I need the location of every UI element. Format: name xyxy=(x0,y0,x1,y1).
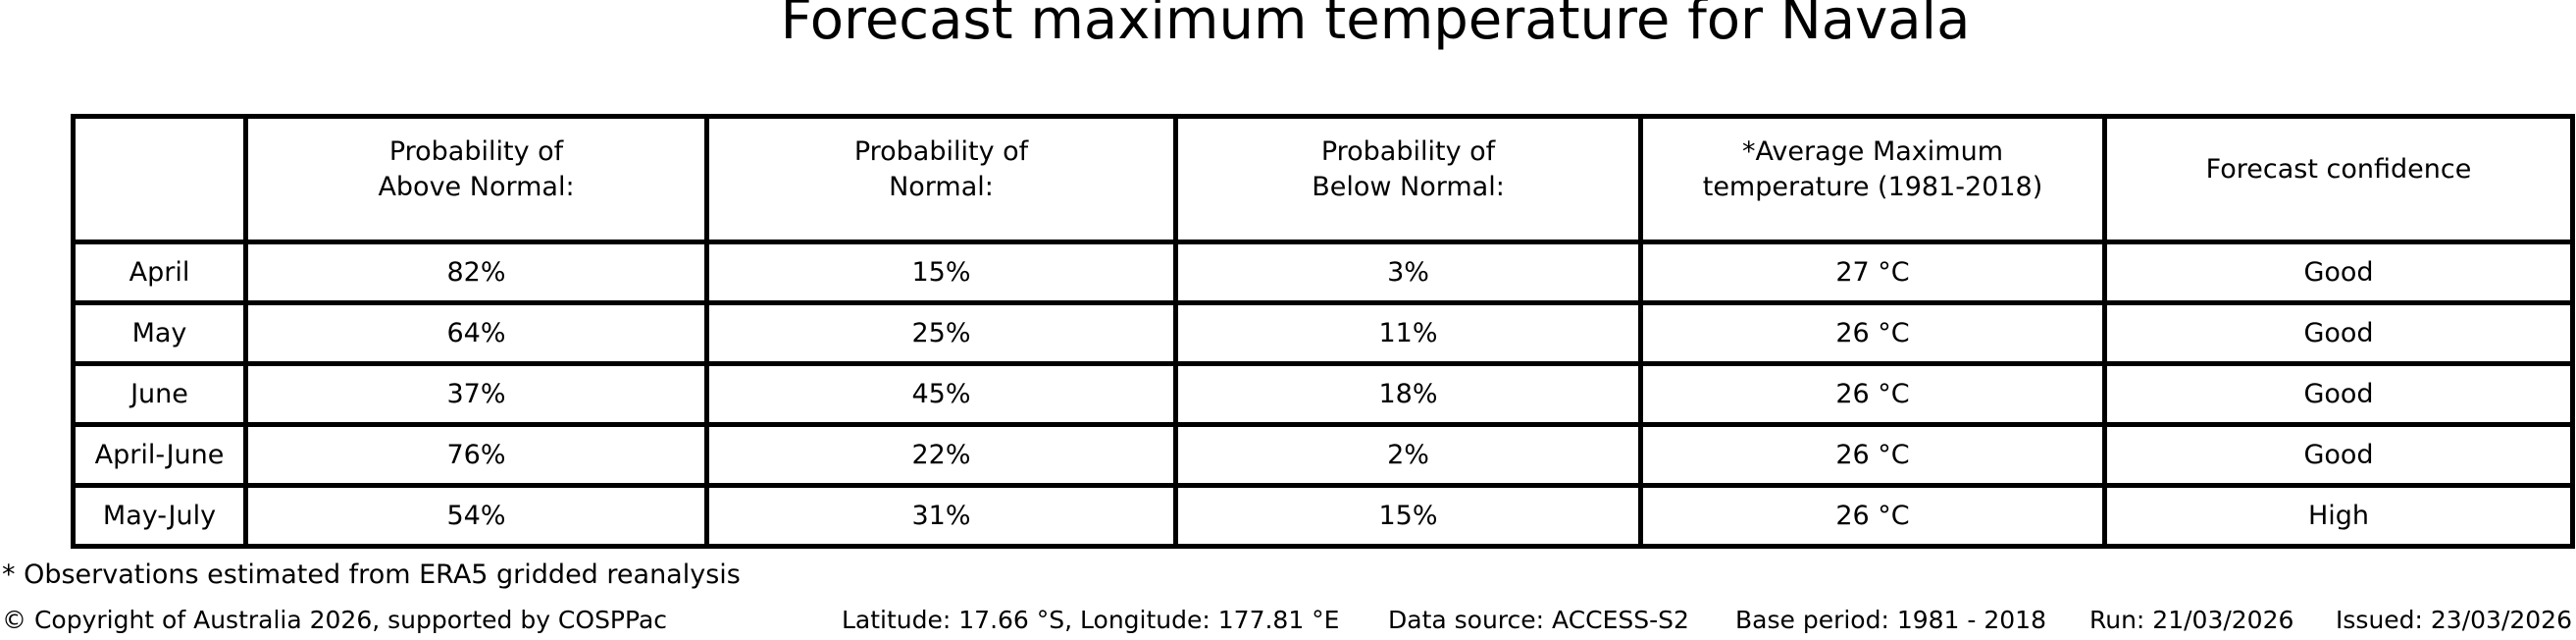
run-date-text: Run: 21/03/2026 xyxy=(2089,606,2294,634)
table-row: April-June 76% 22% 2% 26 °C Good xyxy=(71,422,2575,488)
row-label: May xyxy=(71,300,248,366)
cell-confidence: Good xyxy=(2102,422,2575,488)
cell-normal: 22% xyxy=(704,422,1178,488)
row-label: May-July xyxy=(71,483,248,549)
forecast-table: Probability of Above Normal: Probability… xyxy=(71,114,2575,549)
cell-confidence: High xyxy=(2102,483,2575,549)
cell-confidence: Good xyxy=(2102,300,2575,366)
cell-above-normal: 54% xyxy=(243,483,709,549)
table-row: April 82% 15% 3% 27 °C Good xyxy=(71,240,2575,305)
row-label: April-June xyxy=(71,422,248,488)
copyright-text: © Copyright of Australia 2026, supported… xyxy=(2,606,668,634)
cell-above-normal: 82% xyxy=(243,240,709,305)
cell-below-normal: 2% xyxy=(1173,422,1643,488)
base-period-text: Base period: 1981 - 2018 xyxy=(1735,606,2046,634)
cell-normal: 45% xyxy=(704,361,1178,427)
row-label: April xyxy=(71,240,248,305)
col-header-prob-normal: Probability of Normal: xyxy=(704,114,1178,244)
issued-date-text: Issued: 23/03/2026 xyxy=(2336,606,2572,634)
observations-footnote: * Observations estimated from ERA5 gridd… xyxy=(2,560,741,590)
location-text: Latitude: 17.66 °S, Longitude: 177.81 °E xyxy=(842,606,1340,634)
cell-avg-temp: 26 °C xyxy=(1638,483,2107,549)
table-row: May-July 54% 31% 15% 26 °C High xyxy=(71,483,2575,549)
cell-above-normal: 64% xyxy=(243,300,709,366)
cell-avg-temp: 26 °C xyxy=(1638,422,2107,488)
data-source-text: Data source: ACCESS-S2 xyxy=(1388,606,1689,634)
cell-avg-temp: 27 °C xyxy=(1638,240,2107,305)
col-header-prob-above-normal: Probability of Above Normal: xyxy=(243,114,709,244)
col-header-prob-below-normal: Probability of Below Normal: xyxy=(1173,114,1643,244)
cell-below-normal: 3% xyxy=(1173,240,1643,305)
cell-normal: 15% xyxy=(704,240,1178,305)
cell-normal: 25% xyxy=(704,300,1178,366)
table-row: June 37% 45% 18% 26 °C Good xyxy=(71,361,2575,427)
page-title: Forecast maximum temperature for Navala xyxy=(780,0,1971,52)
table-header-row: Probability of Above Normal: Probability… xyxy=(71,114,2575,244)
corner-empty-cell xyxy=(71,114,248,244)
col-header-forecast-confidence: Forecast confidence xyxy=(2102,114,2575,244)
cell-avg-temp: 26 °C xyxy=(1638,361,2107,427)
cell-below-normal: 11% xyxy=(1173,300,1643,366)
cell-confidence: Good xyxy=(2102,240,2575,305)
cell-normal: 31% xyxy=(704,483,1178,549)
cell-confidence: Good xyxy=(2102,361,2575,427)
row-label: June xyxy=(71,361,248,427)
table-row: May 64% 25% 11% 26 °C Good xyxy=(71,300,2575,366)
cell-above-normal: 37% xyxy=(243,361,709,427)
cell-avg-temp: 26 °C xyxy=(1638,300,2107,366)
cell-below-normal: 18% xyxy=(1173,361,1643,427)
cell-below-normal: 15% xyxy=(1173,483,1643,549)
col-header-avg-max-temp: *Average Maximum temperature (1981-2018) xyxy=(1638,114,2107,244)
cell-above-normal: 76% xyxy=(243,422,709,488)
